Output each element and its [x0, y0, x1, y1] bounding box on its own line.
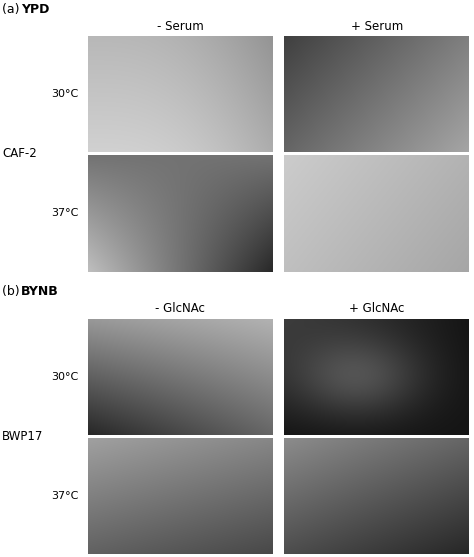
- Text: 30°C: 30°C: [51, 372, 78, 382]
- Text: BYNB: BYNB: [21, 286, 59, 299]
- Text: YPD: YPD: [21, 3, 50, 16]
- Text: + Serum: + Serum: [351, 19, 403, 33]
- Text: - Serum: - Serum: [157, 19, 203, 33]
- Text: BWP17: BWP17: [2, 430, 44, 443]
- Text: 37°C: 37°C: [51, 491, 78, 501]
- Text: + GlcNAc: + GlcNAc: [349, 302, 404, 315]
- Text: 30°C: 30°C: [51, 89, 78, 99]
- Text: (a): (a): [2, 3, 24, 16]
- Text: 37°C: 37°C: [51, 208, 78, 218]
- Text: CAF-2: CAF-2: [2, 148, 37, 160]
- Text: (b): (b): [2, 286, 24, 299]
- Text: - GlcNAc: - GlcNAc: [155, 302, 205, 315]
